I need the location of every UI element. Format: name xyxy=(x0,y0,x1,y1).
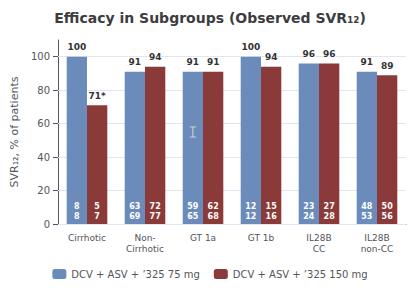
svg-text:28: 28 xyxy=(324,212,336,221)
svg-text:100: 100 xyxy=(67,42,86,52)
svg-text:27: 27 xyxy=(324,202,335,211)
svg-text:100: 100 xyxy=(31,51,50,62)
svg-text:48: 48 xyxy=(361,202,373,211)
svg-text:Cirrhotic: Cirrhotic xyxy=(68,233,106,243)
svg-text:GT 1b: GT 1b xyxy=(248,233,275,243)
svg-text:94: 94 xyxy=(265,52,278,62)
svg-text:69: 69 xyxy=(129,212,141,221)
svg-text:15: 15 xyxy=(266,202,278,211)
svg-text:Efficacy in Subgroups (Observe: Efficacy in Subgroups (Observed SVR₁₂) xyxy=(54,10,366,26)
svg-text:5: 5 xyxy=(94,202,100,211)
svg-text:91: 91 xyxy=(129,57,142,67)
svg-text:72: 72 xyxy=(150,202,161,211)
svg-text:94: 94 xyxy=(149,52,162,62)
svg-text:100: 100 xyxy=(241,42,260,52)
svg-text:91: 91 xyxy=(361,57,374,67)
svg-text:56: 56 xyxy=(382,212,394,221)
svg-text:65: 65 xyxy=(187,212,199,221)
svg-text:53: 53 xyxy=(361,212,372,221)
svg-text:16: 16 xyxy=(266,212,278,221)
svg-text:GT 1a: GT 1a xyxy=(190,233,216,243)
svg-text:7: 7 xyxy=(94,212,100,221)
svg-text:91: 91 xyxy=(187,57,200,67)
svg-text:8: 8 xyxy=(74,202,80,211)
svg-text:62: 62 xyxy=(208,202,219,211)
svg-text:20: 20 xyxy=(37,185,50,196)
svg-text:SVR₁₂, % of patients: SVR₁₂, % of patients xyxy=(8,76,21,187)
svg-text:80: 80 xyxy=(37,85,50,96)
svg-text:Cirrhotic: Cirrhotic xyxy=(126,244,164,254)
svg-text:23: 23 xyxy=(303,202,314,211)
svg-text:68: 68 xyxy=(208,212,220,221)
svg-text:71*: 71* xyxy=(89,91,107,101)
svg-text:91: 91 xyxy=(207,57,220,67)
svg-text:DCV + ASV + ’325 150 mg: DCV + ASV + ’325 150 mg xyxy=(233,269,368,280)
svg-text:CC: CC xyxy=(313,244,326,254)
svg-text:96: 96 xyxy=(323,49,336,59)
svg-text:40: 40 xyxy=(37,152,50,163)
svg-text:96: 96 xyxy=(303,49,316,59)
svg-text:IL28B: IL28B xyxy=(306,233,331,243)
svg-text:12: 12 xyxy=(245,212,256,221)
svg-text:Non-: Non- xyxy=(134,233,155,243)
svg-text:IL28B: IL28B xyxy=(364,233,389,243)
svg-text:89: 89 xyxy=(381,61,394,71)
svg-text:12: 12 xyxy=(245,202,256,211)
svg-text:8: 8 xyxy=(74,212,80,221)
svg-text:non-CC: non-CC xyxy=(361,244,394,254)
svg-text:0: 0 xyxy=(44,219,50,230)
svg-text:60: 60 xyxy=(37,118,50,129)
svg-text:77: 77 xyxy=(150,212,161,221)
svg-text:DCV + ASV + ’325 75 mg: DCV + ASV + ’325 75 mg xyxy=(71,269,199,280)
svg-text:63: 63 xyxy=(129,202,140,211)
svg-text:24: 24 xyxy=(303,212,315,221)
svg-text:50: 50 xyxy=(382,202,394,211)
svg-text:59: 59 xyxy=(187,202,199,211)
